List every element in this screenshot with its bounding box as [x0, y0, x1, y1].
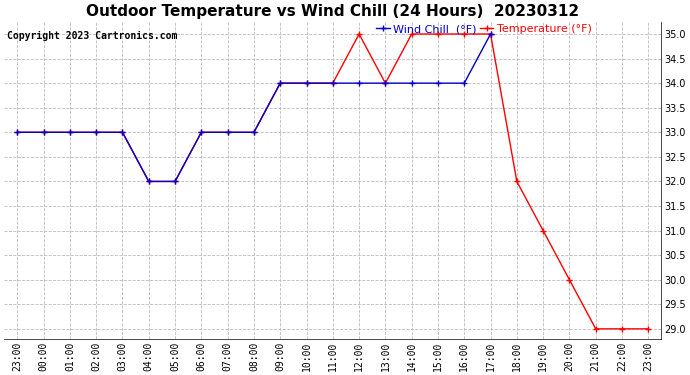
Temperature (°F) [486, 32, 495, 36]
Wind Chill  (°F) [250, 130, 258, 135]
Temperature (°F) [434, 32, 442, 36]
Temperature (°F) [460, 32, 469, 36]
Temperature (°F) [328, 81, 337, 86]
Wind Chill  (°F) [224, 130, 232, 135]
Temperature (°F) [13, 130, 21, 135]
Wind Chill  (°F) [39, 130, 48, 135]
Temperature (°F) [224, 130, 232, 135]
Wind Chill  (°F) [13, 130, 21, 135]
Legend: Wind Chill  (°F), Temperature (°F): Wind Chill (°F), Temperature (°F) [377, 24, 591, 34]
Wind Chill  (°F) [276, 81, 284, 86]
Temperature (°F) [276, 81, 284, 86]
Temperature (°F) [145, 179, 153, 184]
Temperature (°F) [539, 228, 547, 233]
Wind Chill  (°F) [408, 81, 416, 86]
Wind Chill  (°F) [328, 81, 337, 86]
Temperature (°F) [618, 327, 626, 331]
Wind Chill  (°F) [118, 130, 126, 135]
Temperature (°F) [250, 130, 258, 135]
Wind Chill  (°F) [171, 179, 179, 184]
Temperature (°F) [382, 81, 390, 86]
Temperature (°F) [171, 179, 179, 184]
Wind Chill  (°F) [92, 130, 100, 135]
Temperature (°F) [39, 130, 48, 135]
Temperature (°F) [591, 327, 600, 331]
Temperature (°F) [197, 130, 206, 135]
Wind Chill  (°F) [434, 81, 442, 86]
Wind Chill  (°F) [302, 81, 311, 86]
Wind Chill  (°F) [197, 130, 206, 135]
Wind Chill  (°F) [486, 32, 495, 36]
Temperature (°F) [302, 81, 311, 86]
Temperature (°F) [644, 327, 653, 331]
Wind Chill  (°F) [460, 81, 469, 86]
Temperature (°F) [92, 130, 100, 135]
Line: Temperature (°F): Temperature (°F) [14, 31, 651, 332]
Temperature (°F) [408, 32, 416, 36]
Wind Chill  (°F) [66, 130, 74, 135]
Temperature (°F) [118, 130, 126, 135]
Wind Chill  (°F) [355, 81, 363, 86]
Title: Outdoor Temperature vs Wind Chill (24 Hours)  20230312: Outdoor Temperature vs Wind Chill (24 Ho… [86, 4, 580, 19]
Line: Wind Chill  (°F): Wind Chill (°F) [14, 31, 493, 184]
Wind Chill  (°F) [382, 81, 390, 86]
Temperature (°F) [513, 179, 521, 184]
Wind Chill  (°F) [145, 179, 153, 184]
Text: Copyright 2023 Cartronics.com: Copyright 2023 Cartronics.com [8, 31, 178, 41]
Temperature (°F) [66, 130, 74, 135]
Temperature (°F) [565, 278, 573, 282]
Temperature (°F) [355, 32, 363, 36]
